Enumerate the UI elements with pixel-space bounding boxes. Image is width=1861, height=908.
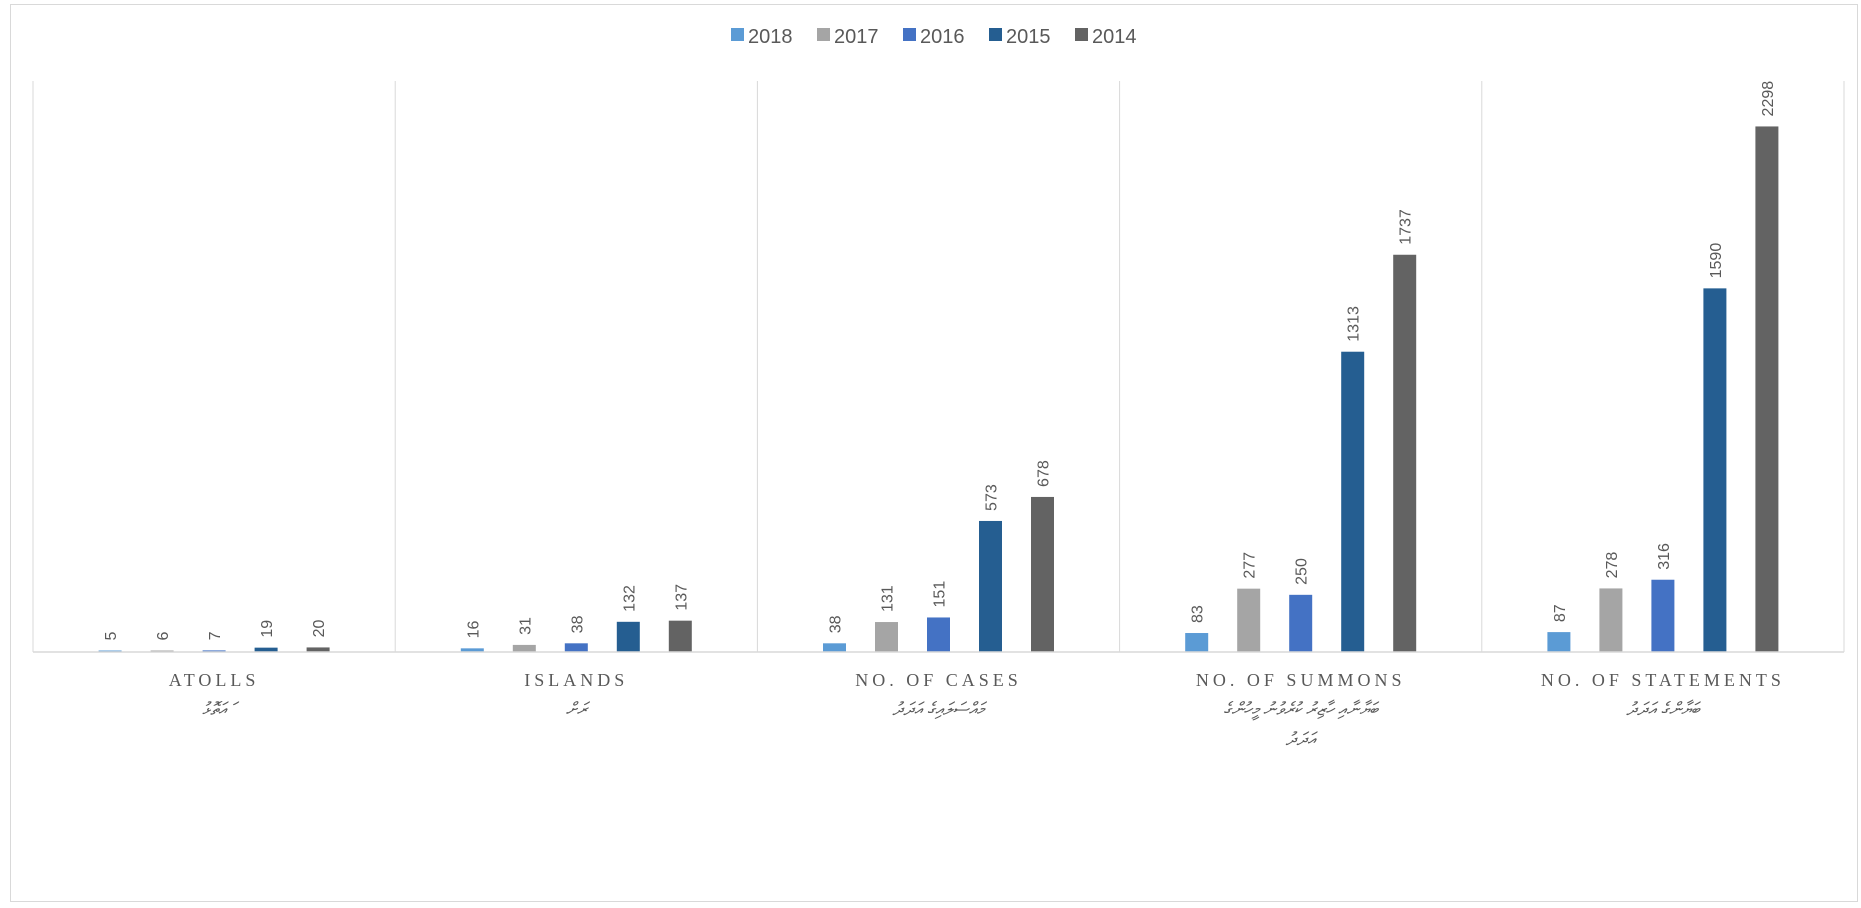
data-label: 151 bbox=[932, 581, 949, 608]
category-sublabel: ބަޔާންގެ އަދަދު bbox=[1625, 699, 1702, 719]
data-label: 5 bbox=[103, 632, 120, 641]
bar-2017-3 bbox=[875, 622, 898, 652]
legend-item-2015: 2015 bbox=[989, 26, 1051, 48]
data-label: 131 bbox=[880, 585, 897, 612]
legend-item-2018: 2018 bbox=[731, 26, 793, 48]
data-label: 678 bbox=[1036, 460, 1053, 487]
bar-2014-5 bbox=[1755, 126, 1779, 653]
category-sublabel: މައްސަލައިގެ އަދަދު bbox=[891, 699, 988, 719]
data-label: 6 bbox=[155, 632, 172, 641]
data-label: 278 bbox=[1604, 552, 1621, 579]
legend: 2018 2017 2016 2015 2014 bbox=[731, 26, 1137, 48]
legend-label: 2015 bbox=[1006, 26, 1051, 48]
bar-2015-3 bbox=[979, 520, 1002, 652]
category-label: ATOLLS bbox=[169, 670, 260, 690]
bar-2015-1 bbox=[254, 647, 278, 652]
bar-2015-5 bbox=[1703, 288, 1727, 652]
category-sublabel: އަދަދު bbox=[1285, 729, 1319, 749]
bar-2017-4 bbox=[1237, 588, 1261, 652]
data-label: 7 bbox=[207, 631, 224, 640]
legend-label: 2016 bbox=[920, 26, 965, 48]
bar-2018-2 bbox=[460, 648, 484, 652]
legend-item-2016: 2016 bbox=[903, 26, 965, 48]
legend-swatch bbox=[903, 28, 916, 41]
bar-2017-5 bbox=[1599, 588, 1623, 652]
data-label: 87 bbox=[1552, 604, 1569, 622]
category-sublabel: ބަޔާނާއި ހާޒިރު ކުރެވުނު މީހުންގެ bbox=[1223, 699, 1380, 721]
legend-swatch bbox=[1075, 28, 1088, 41]
legend-label: 2014 bbox=[1092, 26, 1137, 48]
bar-2018-4 bbox=[1185, 633, 1209, 652]
category-label: NO. OF CASES bbox=[855, 670, 1022, 690]
data-label: 16 bbox=[465, 620, 482, 638]
category-label: NO. OF SUMMONS bbox=[1196, 670, 1406, 690]
legend-label: 2017 bbox=[834, 26, 879, 48]
category-sublabel: ައަތޮޅު bbox=[202, 699, 240, 719]
data-label: 38 bbox=[828, 615, 845, 633]
legend-item-2017: 2017 bbox=[817, 26, 879, 48]
legend-label: 2018 bbox=[748, 26, 793, 48]
data-label: 2298 bbox=[1760, 81, 1777, 117]
legend-swatch bbox=[989, 28, 1002, 41]
data-label: 38 bbox=[569, 615, 586, 633]
data-label: 20 bbox=[311, 620, 328, 638]
data-label: 1737 bbox=[1398, 209, 1415, 245]
data-label: 132 bbox=[621, 585, 638, 612]
bar-2016-3 bbox=[927, 617, 950, 652]
data-label: 137 bbox=[673, 584, 690, 611]
bar-2015-2 bbox=[616, 621, 640, 652]
bar-2017-2 bbox=[512, 644, 536, 652]
bar-2018-5 bbox=[1547, 632, 1571, 652]
bar-2016-5 bbox=[1651, 579, 1675, 652]
category-label: ISLANDS bbox=[524, 670, 628, 690]
bar-2016-4 bbox=[1289, 594, 1313, 652]
bar-2014-4 bbox=[1393, 254, 1417, 652]
data-label: 31 bbox=[517, 617, 534, 635]
bar-2018-3 bbox=[823, 643, 846, 652]
category-sublabel: ރަށް bbox=[566, 699, 591, 719]
data-label: 19 bbox=[259, 620, 276, 638]
data-label: 250 bbox=[1294, 558, 1311, 585]
data-label: 1313 bbox=[1346, 306, 1363, 342]
data-label: 1590 bbox=[1708, 243, 1725, 279]
legend-swatch bbox=[731, 28, 744, 41]
category-label: NO. OF STATEMENTS bbox=[1541, 670, 1785, 690]
legend-swatch bbox=[817, 28, 830, 41]
legend-item-2014: 2014 bbox=[1075, 26, 1137, 48]
bar-2014-2 bbox=[668, 620, 692, 652]
bar-2014-1 bbox=[306, 647, 330, 652]
chart-frame: 2018 2017 2016 2015 2014 5 6 7 19 20 16 31 38 132 137 3… bbox=[10, 4, 1858, 902]
data-label: 316 bbox=[1656, 543, 1673, 570]
data-label: 83 bbox=[1190, 605, 1207, 623]
data-label: 573 bbox=[984, 484, 1001, 511]
bar-2014-3 bbox=[1031, 496, 1054, 652]
bar-2016-1 bbox=[202, 650, 226, 652]
bar-2015-4 bbox=[1341, 351, 1365, 652]
data-label: 277 bbox=[1242, 552, 1259, 579]
bar-2016-2 bbox=[564, 643, 588, 652]
